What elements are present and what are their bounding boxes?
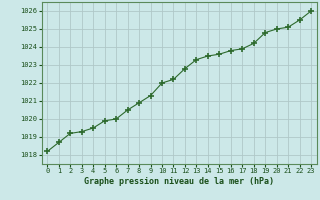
X-axis label: Graphe pression niveau de la mer (hPa): Graphe pression niveau de la mer (hPa) xyxy=(84,177,274,186)
